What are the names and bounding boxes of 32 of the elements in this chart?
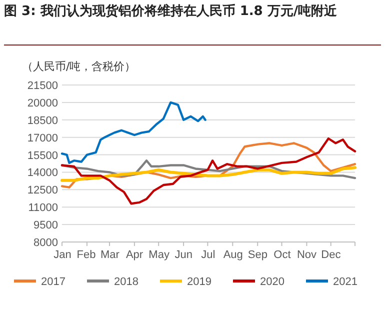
y-tick-label: 20000 <box>27 97 58 110</box>
y-tick-label: 8000 <box>34 237 58 249</box>
legend-label: 2020 <box>260 276 284 288</box>
x-tick-label: Dec <box>321 249 342 261</box>
y-tick-label: 14000 <box>27 167 58 180</box>
line-series <box>60 101 206 164</box>
x-tick-label: Nov <box>296 249 318 261</box>
y-tick-label: 18500 <box>27 114 58 127</box>
x-tick-label: Jan <box>54 249 72 261</box>
y-tick-label: 12500 <box>27 184 58 197</box>
y-axis-title: （人民币/吨，含税价） <box>22 60 136 73</box>
legend-label: 2021 <box>333 276 358 288</box>
x-tick-label: Oct <box>274 249 291 261</box>
legend-label: 2018 <box>114 276 138 288</box>
legend-label: 2019 <box>187 276 212 288</box>
y-tick-label: 17000 <box>27 132 58 144</box>
legend-label: 2017 <box>41 276 66 288</box>
y-tick-label: 21500 <box>27 80 58 92</box>
x-tick-label: Aug <box>223 249 243 261</box>
y-tick-label: 11000 <box>28 202 58 214</box>
x-tick-label: Apr <box>126 249 144 261</box>
chart-title: 图 3: 我们认为现货铝价将维持在人民币 1.8 万元/吨附近 <box>4 2 338 21</box>
x-tick-label: Mar <box>100 249 120 261</box>
line-series <box>60 137 356 205</box>
y-tick-label: 15500 <box>27 150 58 162</box>
x-tick-label: Sep <box>248 249 268 261</box>
x-tick-label: Feb <box>76 249 96 261</box>
x-tick-label: Jun <box>174 249 192 261</box>
x-tick-label: Jul <box>201 249 216 261</box>
x-tick-label: May <box>148 249 170 261</box>
y-tick-label: 9500 <box>34 220 58 232</box>
line-series <box>60 166 356 182</box>
